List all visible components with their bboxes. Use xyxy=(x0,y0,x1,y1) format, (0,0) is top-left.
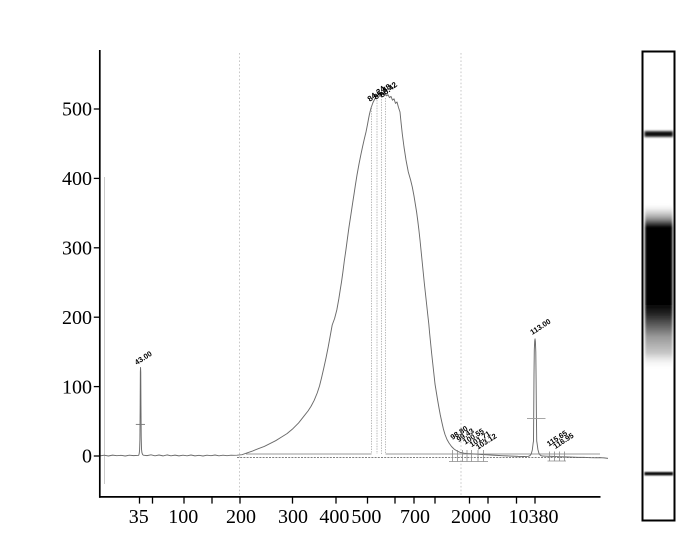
svg-text:700: 700 xyxy=(400,506,430,528)
svg-text:100: 100 xyxy=(62,376,92,398)
svg-text:300: 300 xyxy=(278,506,308,528)
svg-text:500: 500 xyxy=(62,99,92,121)
svg-text:200: 200 xyxy=(226,506,256,528)
svg-text:35: 35 xyxy=(129,506,149,528)
svg-text:2000: 2000 xyxy=(451,506,491,528)
svg-text:400: 400 xyxy=(319,506,349,528)
svg-text:300: 300 xyxy=(62,238,92,260)
svg-text:0: 0 xyxy=(82,446,92,468)
svg-text:400: 400 xyxy=(62,168,92,190)
svg-text:200: 200 xyxy=(62,307,92,329)
svg-text:10380: 10380 xyxy=(509,506,559,528)
svg-text:500: 500 xyxy=(351,506,381,528)
svg-text:100: 100 xyxy=(168,506,198,528)
